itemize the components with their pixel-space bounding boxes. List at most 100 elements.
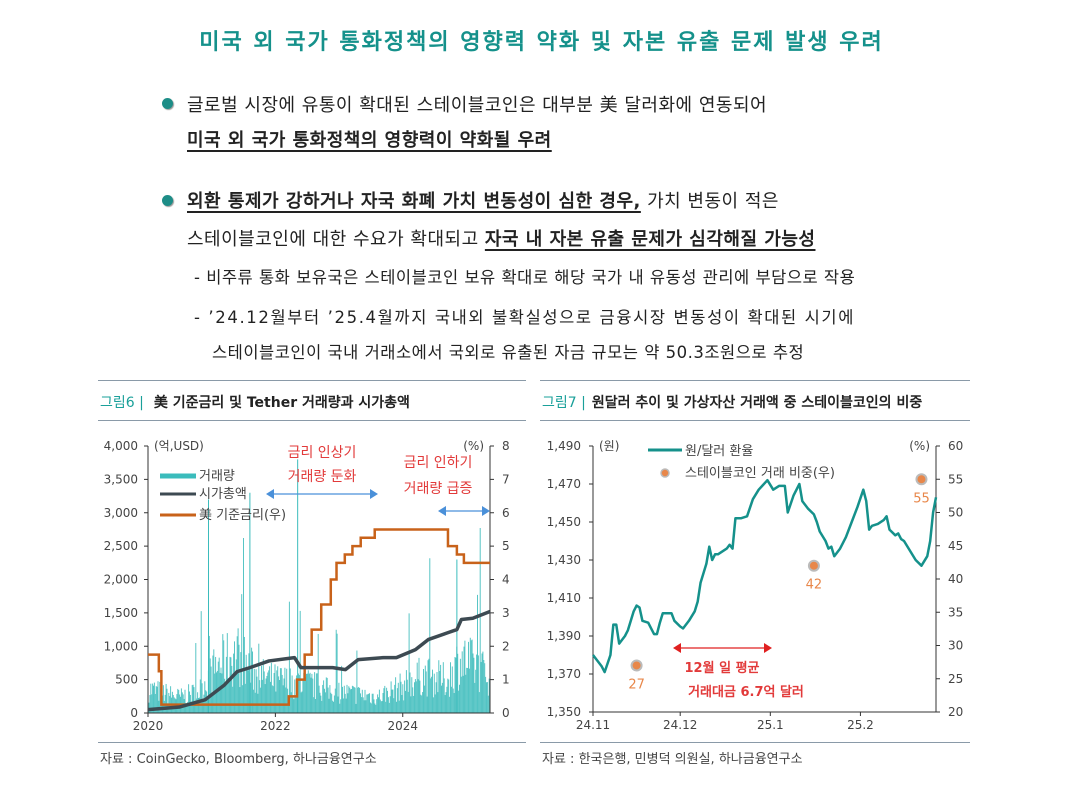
y-left-unit: (원)	[599, 439, 619, 453]
annotation-cut-l2: 거래량 급증	[404, 481, 473, 497]
figure-title: 美 기준금리 및 Tether 거래량과 시가총액	[153, 395, 410, 411]
y-right-tick-label: 25	[948, 672, 963, 686]
y-left-tick-label: 1,450	[547, 515, 581, 529]
bullet-dot-icon	[162, 98, 173, 109]
figure-number: 그림6 |	[100, 395, 144, 411]
y-left-tick-label: 1,410	[547, 591, 581, 605]
y-right-tick-label: 0	[502, 706, 510, 720]
y-left-tick-label: 1,500	[104, 606, 138, 620]
figure-6-source: 자료 : CoinGecko, Bloomberg, 하나금융연구소	[100, 752, 377, 767]
x-tick-label: 25.1	[757, 718, 784, 732]
figure-6-caption: 그림6 | 美 기준금리 및 Tether 거래량과 시가총액	[100, 392, 410, 412]
y-right-tick-label: 55	[948, 472, 963, 486]
y-right-tick-label: 30	[948, 639, 963, 653]
hike-period-arrow-head	[370, 489, 378, 499]
december-arrow-head	[764, 643, 772, 653]
legend-share-label: 스테이블코인 거래 비중(우)	[685, 466, 835, 481]
x-tick-label: 25.2	[847, 718, 874, 732]
share-data-label: 42	[806, 578, 823, 593]
y-right-unit: (%)	[909, 439, 930, 453]
legend-mcap-label: 시가총액	[199, 487, 247, 502]
cut-period-arrow-head	[482, 506, 490, 516]
share-data-label: 55	[913, 491, 930, 506]
x-tick-label: 2024	[387, 719, 418, 733]
december-arrow-head	[673, 643, 681, 653]
figure-7-source: 자료 : 한국은행, 민병덕 의원실, 하나금융연구소	[542, 752, 803, 767]
bullet-2-line-1: 외환 통제가 강하거나 자국 화폐 가치 변동성이 심한 경우, 가치 변동이 …	[187, 187, 779, 213]
x-tick-label: 24.11	[576, 718, 610, 732]
y-right-tick-label: 3	[502, 606, 510, 620]
y-right-tick-label: 50	[948, 506, 963, 520]
x-tick-label: 2020	[133, 719, 164, 733]
sub-point-2-cont: 스테이블코인이 국내 거래소에서 국외로 유출된 자금 규모는 약 50.3조원…	[212, 343, 805, 362]
slide-title: 미국 외 국가 통화정책의 영향력 약화 및 자본 유출 문제 발생 우려	[199, 30, 884, 55]
bullet-2-bold-text-2: 자국 내 자본 유출 문제가 심각해질 가능성	[484, 229, 816, 250]
y-left-tick-label: 1,000	[104, 639, 138, 653]
x-tick-label: 2022	[260, 719, 291, 733]
y-left-tick-label: 2,500	[104, 539, 138, 553]
divider	[540, 380, 970, 381]
rate-line	[148, 528, 490, 706]
bullet-dot-icon	[162, 195, 173, 206]
divider	[98, 420, 526, 421]
y-left-tick-label: 3,500	[104, 472, 138, 486]
y-left-tick-label: 2,000	[104, 573, 138, 587]
divider	[98, 742, 526, 743]
bullet-2-bold-text: 외환 통제가 강하거나 자국 화폐 가치 변동성이 심한 경우,	[187, 191, 641, 212]
y-right-tick-label: 6	[502, 506, 510, 520]
y-right-unit: (%)	[463, 439, 484, 453]
divider	[540, 742, 970, 743]
y-left-tick-label: 1,350	[547, 705, 581, 719]
y-right-tick-label: 4	[502, 573, 510, 587]
y-right-tick-label: 20	[948, 705, 963, 719]
y-left-tick-label: 3,000	[104, 506, 138, 520]
y-right-tick-label: 35	[948, 605, 963, 619]
legend-rate-label: 美 기준금리(우)	[199, 508, 286, 523]
y-left-tick-label: 1,390	[547, 629, 581, 643]
annotation-hike-l2: 거래량 둔화	[288, 469, 357, 485]
figure-7-caption: 그림7 | 원달러 추이 및 가상자산 거래액 중 스테이블코인의 비중	[542, 392, 922, 412]
bullet-1-line-2: 미국 외 국가 통화정책의 영향력이 약화될 우려	[187, 130, 552, 151]
hike-period-arrow-head	[266, 489, 274, 499]
share-data-label: 27	[628, 677, 645, 692]
divider	[98, 380, 526, 381]
y-left-tick-label: 1,470	[547, 477, 581, 491]
fx-rate-line	[592, 478, 938, 674]
y-left-tick-label: 1,370	[547, 667, 581, 681]
legend-share-swatch	[660, 468, 670, 478]
y-left-tick-label: 1,490	[547, 439, 581, 453]
y-right-tick-label: 1	[502, 673, 510, 687]
y-left-tick-label: 4,000	[104, 439, 138, 453]
y-right-tick-label: 2	[502, 639, 510, 653]
annotation-l1: 12월 일 평균	[685, 660, 760, 676]
share-dot	[915, 473, 928, 486]
y-left-unit: (억,USD)	[154, 439, 204, 453]
share-dot	[807, 559, 820, 572]
bullet-2-rest-text: 가치 변동이 적은	[640, 191, 779, 212]
y-right-tick-label: 5	[502, 539, 510, 553]
y-right-tick-label: 8	[502, 439, 510, 453]
cut-period-arrow-head	[438, 506, 446, 516]
figure-title: 원달러 추이 및 가상자산 거래액 중 스테이블코인의 비중	[591, 395, 923, 411]
y-left-tick-label: 1,430	[547, 553, 581, 567]
x-tick-label: 24.12	[663, 718, 697, 732]
sub-point-1: - 비주류 통화 보유국은 스테이블코인 보유 확대로 해당 국가 내 유동성 …	[194, 268, 856, 287]
y-left-tick-label: 500	[115, 673, 138, 687]
y-right-tick-label: 60	[948, 439, 963, 453]
legend-volume-label: 거래량	[199, 469, 235, 484]
sub-point-2: - ’24.12월부터 ’25.4월까지 국내외 불확실성으로 금융시장 변동성…	[194, 308, 855, 327]
y-right-tick-label: 45	[948, 539, 963, 553]
share-dot	[630, 659, 643, 672]
bullet-1-line-1: 글로벌 시장에 유통이 확대된 스테이블코인은 대부분 美 달러화에 연동되어	[187, 95, 768, 116]
divider	[540, 420, 970, 421]
annotation-cut-l1: 금리 인하기	[404, 455, 473, 471]
annotation-l2: 거래대금 6.7억 달러	[688, 684, 804, 700]
market-cap-line	[147, 609, 491, 712]
y-right-tick-label: 7	[502, 472, 510, 486]
annotation-hike-l1: 금리 인상기	[288, 445, 357, 461]
bullet-2-plain-text: 스테이블코인에 대한 수요가 확대되고	[187, 229, 485, 250]
y-left-tick-label: 0	[130, 706, 138, 720]
legend-fx-label: 원/달러 환율	[685, 444, 753, 459]
y-right-tick-label: 40	[948, 572, 963, 586]
